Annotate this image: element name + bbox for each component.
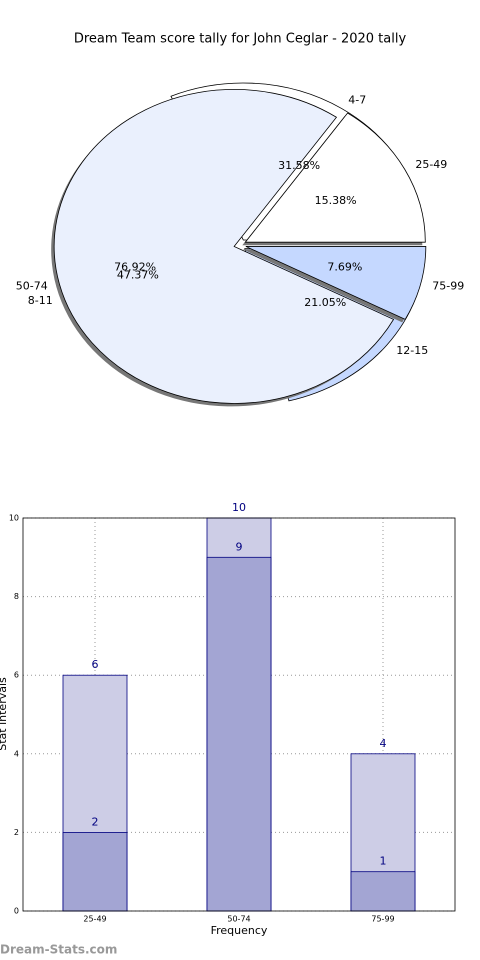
bar-value-label: 4 — [380, 737, 387, 750]
y-tick-label: 4 — [14, 749, 19, 758]
footer: Dream-Stats.com — [0, 943, 117, 957]
y-tick-label: 2 — [14, 828, 19, 837]
x-tick-label: 50-74 — [227, 915, 250, 924]
bar-value-label: 1 — [380, 855, 387, 868]
slice-label: 12-15 — [396, 344, 428, 357]
slice-label: 4-7 — [348, 93, 366, 106]
slice-percent: 15.38% — [315, 194, 357, 207]
y-tick-label: 6 — [14, 671, 19, 680]
pie-slice — [245, 246, 427, 320]
y-tick-label: 0 — [14, 907, 19, 916]
x-tick-label: 75-99 — [371, 915, 394, 924]
slice-percent: 76.92% — [114, 261, 156, 274]
bar-value-label: 9 — [236, 540, 243, 553]
bar — [350, 871, 416, 912]
slice-label: 8-11 — [28, 294, 53, 307]
pie-title: Dream Team score tally for John Ceglar -… — [74, 32, 407, 47]
slice-label: 25-49 — [415, 158, 447, 171]
y-tick-label: 8 — [14, 592, 19, 601]
pie-slice — [244, 112, 426, 243]
x-tick-label: 25-49 — [83, 915, 106, 924]
bar-value-label: 10 — [232, 501, 246, 514]
slice-percent: 21.05% — [304, 296, 346, 309]
slice-label: 75-99 — [432, 279, 464, 292]
bar-value-label: 2 — [92, 815, 99, 828]
plot-frame — [22, 517, 456, 912]
slice-percent: 31.58% — [278, 159, 320, 172]
y-axis-label: Stat intervals — [0, 677, 9, 751]
y-tick-label: 10 — [9, 514, 19, 523]
slice-percent: 47.37% — [117, 269, 159, 282]
x-axis-label: Frequency — [211, 924, 268, 937]
bar — [206, 556, 272, 912]
slice-label: 50-74 — [16, 279, 48, 292]
bar-value-label: 6 — [92, 658, 99, 671]
slice-percent: 7.69% — [327, 261, 362, 274]
bar — [62, 832, 128, 912]
pie-slice — [53, 89, 395, 404]
